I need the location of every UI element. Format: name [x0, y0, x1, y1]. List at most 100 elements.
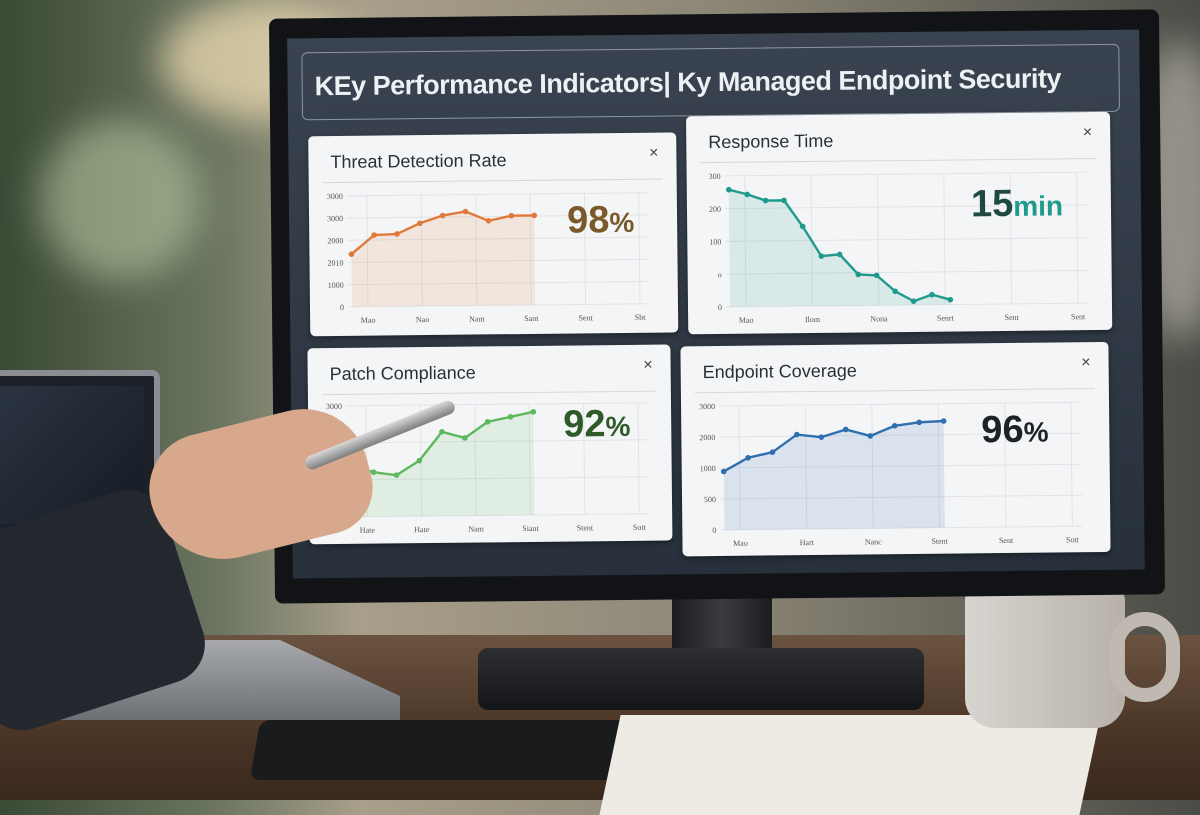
x-tick-label: Senrt [937, 314, 955, 323]
x-tick-label: Nao [416, 315, 429, 324]
grid-line [725, 302, 1088, 308]
card-title: Threat Detection Rate [330, 150, 507, 173]
data-point [916, 419, 922, 426]
x-tick-label: Mao [733, 539, 748, 548]
x-tick-label: Sent [579, 313, 594, 322]
data-point [836, 251, 843, 258]
y-tick-label: 0 [712, 526, 716, 535]
kpi-number: 15 [970, 182, 1014, 226]
y-tick-label: 200 [709, 205, 721, 214]
data-point [507, 414, 514, 420]
dashboard-header: KEy Performance Indicators| Ky Managed E… [301, 43, 1120, 121]
data-point [892, 288, 898, 295]
card-endpoint-coverage: Endpoint Coverage × Mao Hart Nanc Stent Sent… [680, 341, 1111, 557]
grid-line [347, 513, 650, 518]
series-area [351, 211, 536, 307]
x-tick-label: Sent [1071, 312, 1086, 321]
grid-line [347, 281, 650, 286]
kpi-value: 92% [563, 403, 631, 447]
data-point [462, 208, 469, 215]
kpi-unit: min [1013, 190, 1064, 222]
x-tick-label: Stent [577, 523, 594, 532]
data-point [891, 422, 898, 429]
x-tick-label: Nam [468, 524, 484, 533]
x-tick-label: Sott [633, 523, 647, 532]
kpi-unit: % [1023, 416, 1049, 448]
y-tick-label: 0 [340, 303, 344, 312]
y-tick-label: 2000 [327, 236, 343, 245]
data-point [484, 419, 491, 425]
patch-compliance-chart: HateHateNamSiantStentSott0100020003000 [326, 402, 650, 535]
kpi-unit: % [605, 410, 631, 443]
x-tick-label: Nona [870, 314, 888, 323]
x-tick-label: Nanc [865, 537, 882, 546]
monitor: KEy Performance Indicators| Ky Managed E… [268, 9, 1166, 604]
close-icon[interactable]: × [1082, 124, 1093, 142]
data-point [531, 212, 538, 219]
data-point [720, 468, 727, 475]
kpi-number: 98 [566, 199, 610, 242]
data-point [781, 197, 787, 204]
card-title: Patch Compliance [329, 362, 476, 385]
grid-line [719, 432, 1082, 438]
x-tick-label: Sant [524, 314, 539, 323]
kpi-number: 92 [563, 403, 606, 446]
y-tick-label: 1000 [700, 464, 716, 473]
grid-line [583, 193, 587, 305]
kpi-unit: % [609, 206, 635, 239]
y-tick-label: 100 [709, 237, 721, 246]
grid-line [720, 525, 1083, 531]
y-tick-label: 2000 [699, 433, 715, 442]
kpi-number: 96 [981, 408, 1024, 452]
grid-line [475, 194, 478, 306]
grid-line [346, 476, 649, 481]
data-point [929, 291, 935, 298]
response-time-chart: Mao Ilom Nona Senrt Sent Sent 0 o 100 200 300 [709, 171, 1088, 325]
grid-line [474, 404, 477, 516]
grid-line [366, 195, 369, 307]
series-area [723, 420, 945, 530]
x-tick-label: Sent [999, 536, 1014, 545]
grid-line [637, 402, 640, 514]
grid-line [724, 204, 1087, 210]
data-point [394, 231, 400, 237]
kpi-value: 98% [567, 199, 635, 243]
dashboard-screen: KEy Performance Indicators| Ky Managed E… [287, 29, 1145, 579]
data-point [462, 435, 468, 441]
x-tick-label: Siant [522, 524, 539, 533]
monitor-stand-base [478, 648, 924, 710]
card-threat-detection-rate: Threat Detection Rate × Mao Nao Nam Sant Sen… [308, 132, 679, 337]
y-tick-label: 0 [718, 303, 722, 312]
grid-line [719, 401, 1082, 407]
threat-detection-chart: Mao Nao Nam Sant Sent Sbt 0 1000 2010 2000 3000 300… [327, 192, 650, 325]
close-icon[interactable]: × [1081, 354, 1091, 372]
kpi-value: 15min [971, 182, 1064, 226]
data-point [867, 433, 874, 439]
y-tick-label: 1000 [328, 281, 344, 290]
grid-line [724, 171, 1087, 177]
data-point [439, 429, 445, 435]
grid-line [638, 192, 641, 304]
notebook [599, 715, 1101, 815]
close-icon[interactable]: × [648, 144, 659, 162]
data-point [485, 218, 492, 224]
x-tick-label: Mao [361, 316, 376, 325]
y-tick-label: 500 [704, 495, 716, 504]
kpi-value: 96% [981, 409, 1049, 453]
x-tick-label: Hate [414, 525, 430, 534]
y-tick-label: 3000 [326, 402, 342, 411]
grid-line [725, 237, 1088, 242]
data-point [947, 296, 954, 303]
data-point [842, 426, 849, 433]
grid-line [347, 236, 650, 241]
y-tick-label: 300 [709, 172, 721, 181]
data-point [873, 272, 880, 279]
data-point [725, 186, 732, 193]
y-tick-label: 3000 [699, 402, 715, 411]
data-point [393, 472, 400, 478]
card-title: Endpoint Coverage [702, 360, 857, 383]
close-icon[interactable]: × [643, 356, 653, 374]
data-point [744, 191, 750, 198]
data-point [799, 223, 806, 230]
data-point [940, 418, 947, 424]
